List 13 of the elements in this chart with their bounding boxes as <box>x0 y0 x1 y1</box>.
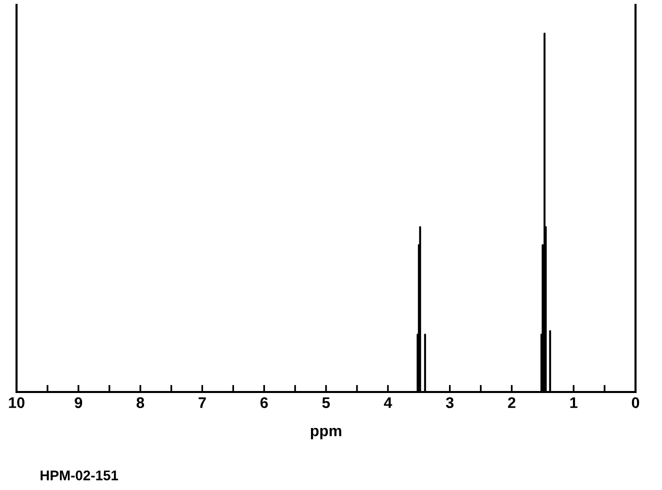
x-tick-label: 8 <box>136 397 144 408</box>
x-tick-label: 2 <box>508 397 516 408</box>
x-tick-label: 6 <box>260 397 268 408</box>
x-tick-label: 1 <box>570 397 578 408</box>
x-tick-label: 0 <box>632 397 640 408</box>
x-tick-label: 5 <box>322 397 330 408</box>
x-tick-label: 10 <box>9 397 24 408</box>
x-tick-label: 3 <box>446 397 454 408</box>
x-tick-label: 7 <box>198 397 206 408</box>
text: HPM-02-151 <box>40 470 118 480</box>
x-tick-label: 9 <box>74 397 82 408</box>
x-axis-title: ppm <box>310 428 342 440</box>
x-tick-label: 4 <box>384 397 392 408</box>
